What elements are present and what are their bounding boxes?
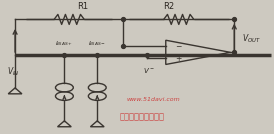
Text: +: + bbox=[175, 54, 182, 63]
Text: $V_{IN}$: $V_{IN}$ bbox=[7, 66, 20, 78]
Text: −: − bbox=[175, 42, 182, 51]
Text: R2: R2 bbox=[163, 2, 174, 11]
Text: www.51davi.com: www.51davi.com bbox=[127, 97, 180, 102]
Text: $I_{BIAS-}$: $I_{BIAS-}$ bbox=[88, 40, 106, 48]
Text: 大连电子电路图材料: 大连电子电路图材料 bbox=[120, 112, 165, 121]
Text: $V_{OUT}$: $V_{OUT}$ bbox=[242, 33, 261, 45]
Text: R1: R1 bbox=[77, 2, 88, 11]
Text: $V^-$: $V^-$ bbox=[144, 66, 155, 75]
Text: $I_{BIAS+}$: $I_{BIAS+}$ bbox=[55, 40, 73, 48]
